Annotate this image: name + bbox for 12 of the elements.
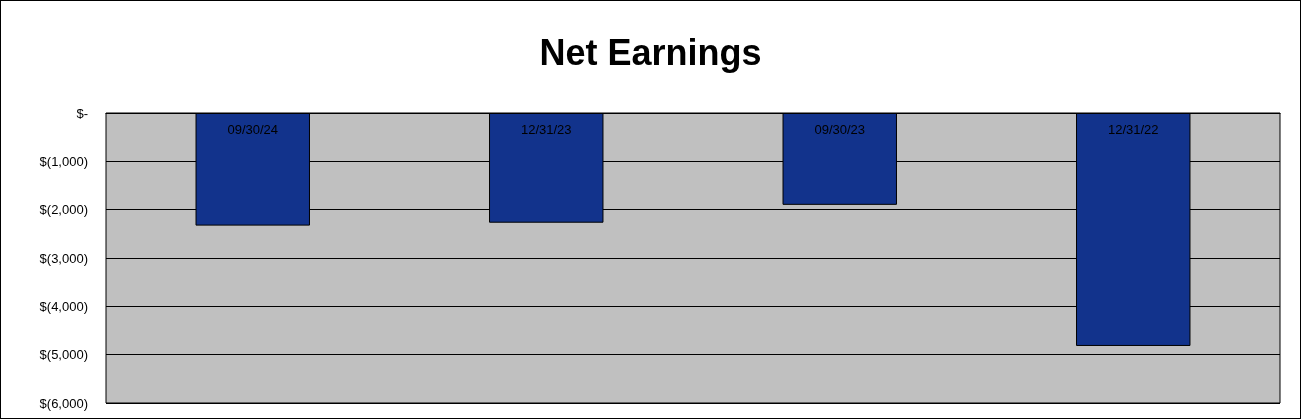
y-tick-label: $(6,000): [39, 395, 88, 411]
chart-title: Net Earnings: [539, 31, 762, 73]
x-tick-label: 12/31/23: [520, 122, 572, 137]
y-tick-label: $(1,000): [39, 153, 88, 169]
y-tick-label: $-: [76, 105, 88, 121]
y-tick-label: $(4,000): [39, 298, 88, 314]
y-tick-label: $(5,000): [39, 347, 88, 363]
x-tick-label: 09/30/24: [227, 122, 279, 137]
y-tick-label: $(3,000): [39, 250, 88, 266]
y-tick-label: $(2,000): [39, 202, 88, 218]
x-tick-label: 09/30/23: [814, 122, 866, 137]
x-tick-label: 12/31/22: [1107, 122, 1159, 137]
